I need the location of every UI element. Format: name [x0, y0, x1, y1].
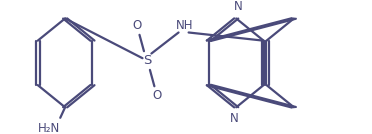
Text: N: N: [234, 0, 243, 13]
Text: N: N: [230, 112, 238, 125]
Text: O: O: [153, 89, 162, 102]
Text: NH: NH: [175, 19, 193, 32]
Text: S: S: [143, 54, 151, 67]
Text: O: O: [132, 19, 141, 32]
Text: H₂N: H₂N: [38, 122, 60, 134]
